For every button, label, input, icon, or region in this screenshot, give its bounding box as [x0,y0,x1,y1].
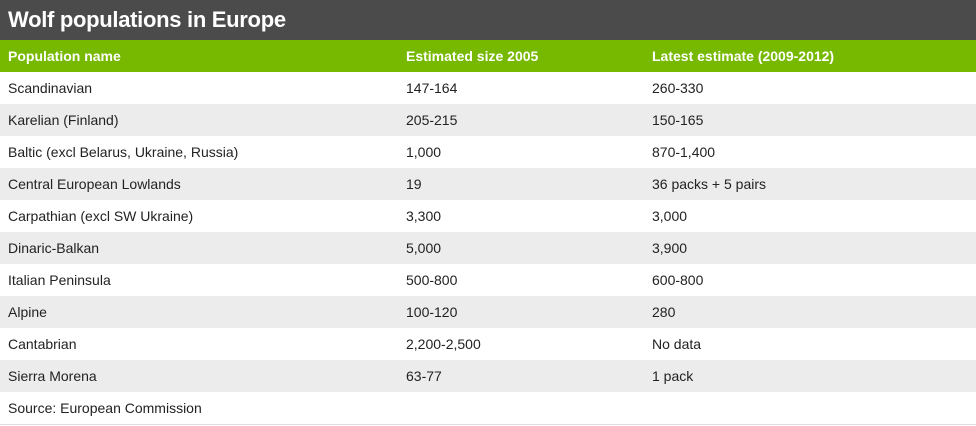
cell-size-2005: 63-77 [406,368,442,384]
cell-size-2005: 5,000 [406,240,442,256]
cell-size-2005: 19 [406,176,422,192]
cell-latest-estimate: No data [652,336,702,352]
table-row: Scandinavian 147-164 260-330 [0,72,976,104]
table-header-row: Population name Estimated size 2005 Late… [0,40,976,72]
cell-population-name: Scandinavian [8,80,93,96]
title-bar: Wolf populations in Europe [0,0,976,40]
cell-population-name: Carpathian (excl SW Ukraine) [8,208,194,224]
cell-size-2005: 1,000 [406,144,442,160]
cell-population-name: Alpine [8,304,47,320]
table-row: Karelian (Finland) 205-215 150-165 [0,104,976,136]
cell-population-name: Italian Peninsula [8,272,111,288]
cell-size-2005: 2,200-2,500 [406,336,481,352]
cell-latest-estimate: 260-330 [652,80,704,96]
cell-population-name: Sierra Morena [8,368,97,384]
header-latest-estimate: Latest estimate (2009-2012) [652,48,835,64]
cell-latest-estimate: 36 packs + 5 pairs [652,176,767,192]
page-title: Wolf populations in Europe [8,7,286,32]
source-note: Source: European Commission [0,392,976,424]
cell-population-name: Cantabrian [8,336,77,352]
table-row: Baltic (excl Belarus, Ukraine, Russia) 1… [0,136,976,168]
cell-population-name: Baltic (excl Belarus, Ukraine, Russia) [8,144,239,160]
table-row: Carpathian (excl SW Ukraine) 3,300 3,000 [0,200,976,232]
cell-latest-estimate: 280 [652,304,676,320]
cell-size-2005: 205-215 [406,112,458,128]
table-row: Sierra Morena 63-77 1 pack [0,360,976,392]
table-row: Italian Peninsula 500-800 600-800 [0,264,976,296]
cell-size-2005: 100-120 [406,304,458,320]
table-row: Dinaric-Balkan 5,000 3,900 [0,232,976,264]
table-row: Alpine 100-120 280 [0,296,976,328]
cell-latest-estimate: 3,900 [652,240,688,256]
cell-latest-estimate: 1 pack [652,368,694,384]
header-population-name: Population name [8,48,121,64]
cell-latest-estimate: 3,000 [652,208,688,224]
cell-latest-estimate: 150-165 [652,112,704,128]
cell-latest-estimate: 600-800 [652,272,704,288]
cell-size-2005: 3,300 [406,208,442,224]
cell-latest-estimate: 870-1,400 [652,144,716,160]
cell-population-name: Dinaric-Balkan [8,240,100,256]
cell-population-name: Central European Lowlands [8,176,181,192]
population-table: Population name Estimated size 2005 Late… [0,40,976,392]
cell-population-name: Karelian (Finland) [8,112,119,128]
header-estimated-size-2005: Estimated size 2005 [406,48,539,64]
cell-size-2005: 500-800 [406,272,458,288]
table-row: Central European Lowlands 19 36 packs + … [0,168,976,200]
cell-size-2005: 147-164 [406,80,458,96]
bottom-divider [0,424,976,425]
table-row: Cantabrian 2,200-2,500 No data [0,328,976,360]
